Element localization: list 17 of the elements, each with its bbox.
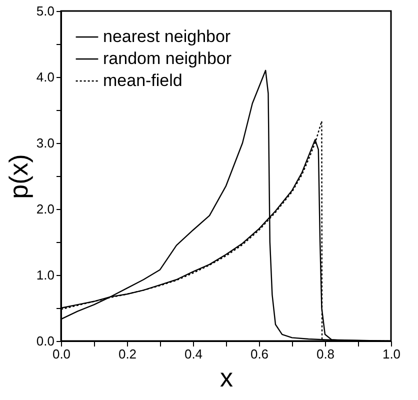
x-tick-label: 1.0 <box>382 346 401 362</box>
y-tick-label: 1.0 <box>36 268 54 282</box>
y-axis-title: p(x) <box>3 154 34 199</box>
x-tick-label: 0.6 <box>250 346 269 362</box>
legend-label: nearest neighbor <box>103 27 231 46</box>
x-tick-label: 0.2 <box>118 346 137 362</box>
y-tick-label: 5.0 <box>36 4 54 18</box>
y-tick-label: 0.0 <box>36 334 54 348</box>
y-tick-label: 4.0 <box>36 70 54 84</box>
x-axis-title: x <box>220 362 233 392</box>
x-tick-label: 0.8 <box>316 346 335 362</box>
legend-label: random neighbor <box>103 49 232 68</box>
legend-label: mean-field <box>103 71 182 90</box>
x-tick-label: 0.0 <box>52 346 71 362</box>
y-tick-label: 2.0 <box>36 202 54 216</box>
x-tick-label: 0.4 <box>184 346 203 362</box>
y-tick-label: 3.0 <box>36 136 54 150</box>
